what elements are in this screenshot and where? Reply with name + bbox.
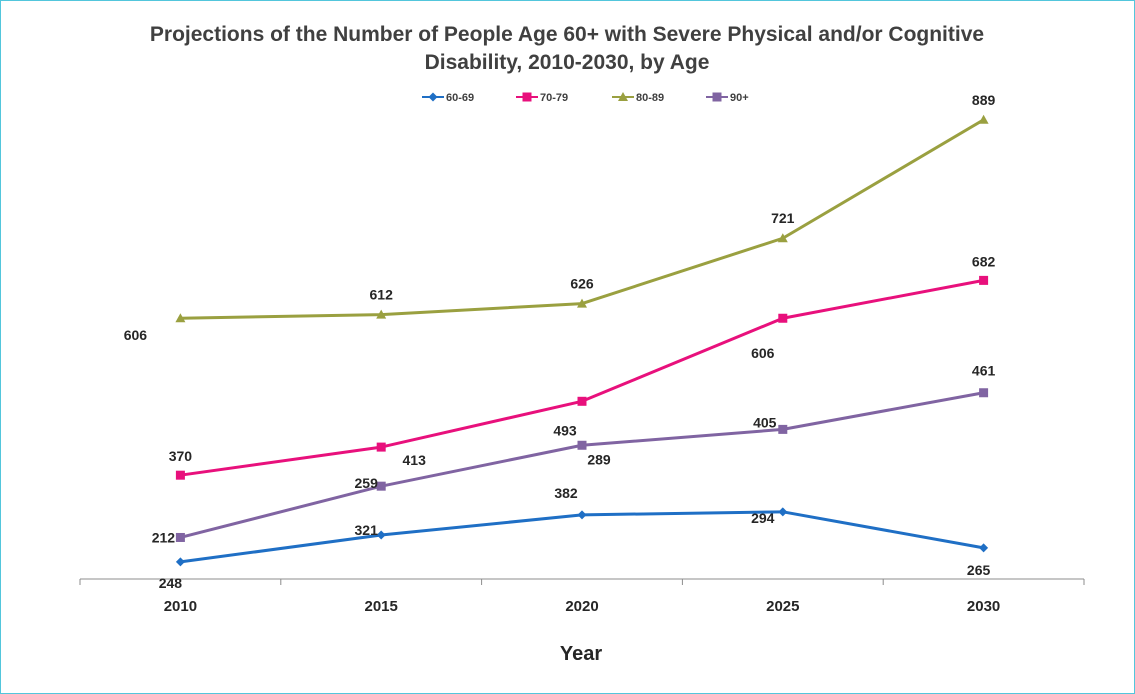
series-70-79 [175, 275, 989, 480]
legend-label-70-79: 70-79 [540, 92, 568, 104]
x-tick-label-2020: 2020 [565, 598, 598, 615]
legend-item-90+: 90+ [706, 92, 749, 104]
legend: 60-69 70-79 80-89 90+ [422, 92, 749, 104]
data-label-90+-2025: 405 [753, 414, 777, 430]
data-label-60-69-2025: 294 [751, 510, 775, 526]
data-point-80-89-2010 [175, 313, 186, 323]
data-label-90+-2030: 461 [972, 363, 996, 379]
series-80-89 [175, 114, 989, 323]
data-point-60-69-2030 [979, 543, 989, 553]
data-point-70-79-2020 [577, 396, 587, 406]
data-point-80-89-2025 [777, 233, 788, 243]
legend-marker-60-69 [428, 92, 438, 102]
data-point-80-89-2030 [978, 114, 989, 124]
data-point-90+-2020 [577, 440, 587, 450]
legend-item-80-89: 80-89 [612, 92, 664, 104]
chart-title-line-1: Projections of the Number of People Age … [150, 23, 984, 46]
legend-item-70-79: 70-79 [516, 92, 568, 104]
x-tick-label-2010: 2010 [164, 598, 197, 615]
data-label-70-79-2010: 370 [169, 448, 193, 464]
series-90+ [175, 388, 989, 542]
data-label-80-89-2030: 889 [972, 92, 996, 108]
x-tick-label-2025: 2025 [766, 598, 799, 615]
data-label-70-79-2030: 682 [972, 253, 996, 269]
data-point-80-89-2020 [577, 298, 587, 308]
legend-marker-80-89 [618, 92, 628, 101]
data-label-90+-2020: 289 [587, 451, 611, 467]
data-point-90+-2025 [778, 424, 788, 434]
data-point-80-89-2015 [376, 309, 387, 319]
series-60-69 [175, 507, 989, 567]
data-label-90+-2015: 259 [355, 475, 379, 491]
data-label-80-89-2025: 721 [771, 210, 795, 226]
data-label-70-79-2020: 493 [553, 422, 577, 438]
data-point-60-69-2010 [175, 557, 185, 567]
data-point-70-79-2015 [376, 442, 386, 452]
data-point-60-69-2025 [778, 507, 788, 517]
legend-item-60-69: 60-69 [422, 92, 474, 104]
data-label-60-69-2030: 265 [967, 562, 991, 578]
data-label-80-89-2010: 606 [124, 327, 148, 343]
legend-label-90+: 90+ [730, 92, 749, 104]
data-point-90+-2015 [376, 481, 386, 491]
data-label-60-69-2020: 382 [554, 485, 578, 501]
legend-marker-70-79 [522, 92, 532, 102]
data-point-70-79-2010 [175, 470, 185, 480]
data-label-90+-2010: 212 [152, 529, 176, 545]
data-point-70-79-2030 [979, 275, 989, 285]
x-axis: 2010 2015 2020 2025 2030 [79, 578, 1085, 615]
data-label-70-79-2025: 606 [751, 345, 775, 361]
data-point-90+-2030 [979, 388, 989, 398]
data-label-60-69-2015: 321 [355, 522, 379, 538]
legend-marker-90+ [712, 92, 722, 102]
data-label-60-69-2010: 248 [159, 575, 183, 591]
chart-title-line-2: Disability, 2010-2030, by Age [425, 51, 710, 74]
x-axis-title: Year [560, 643, 602, 665]
x-tick-label-2030: 2030 [967, 598, 1000, 615]
legend-label-60-69: 60-69 [446, 92, 474, 104]
data-point-60-69-2020 [577, 510, 587, 520]
x-tick-label-2015: 2015 [365, 598, 398, 615]
series-layer [175, 114, 989, 567]
data-point-60-69-2015 [376, 530, 386, 540]
data-label-70-79-2015: 413 [403, 452, 427, 468]
data-point-90+-2010 [175, 532, 185, 542]
data-label-80-89-2015: 612 [370, 287, 394, 303]
data-point-70-79-2025 [778, 313, 788, 323]
data-label-80-89-2020: 626 [570, 276, 594, 292]
data-labels: 248 321 382 294 265 370 413 493 606 682 606 612 626 7… [124, 92, 996, 591]
legend-label-80-89: 80-89 [636, 92, 664, 104]
